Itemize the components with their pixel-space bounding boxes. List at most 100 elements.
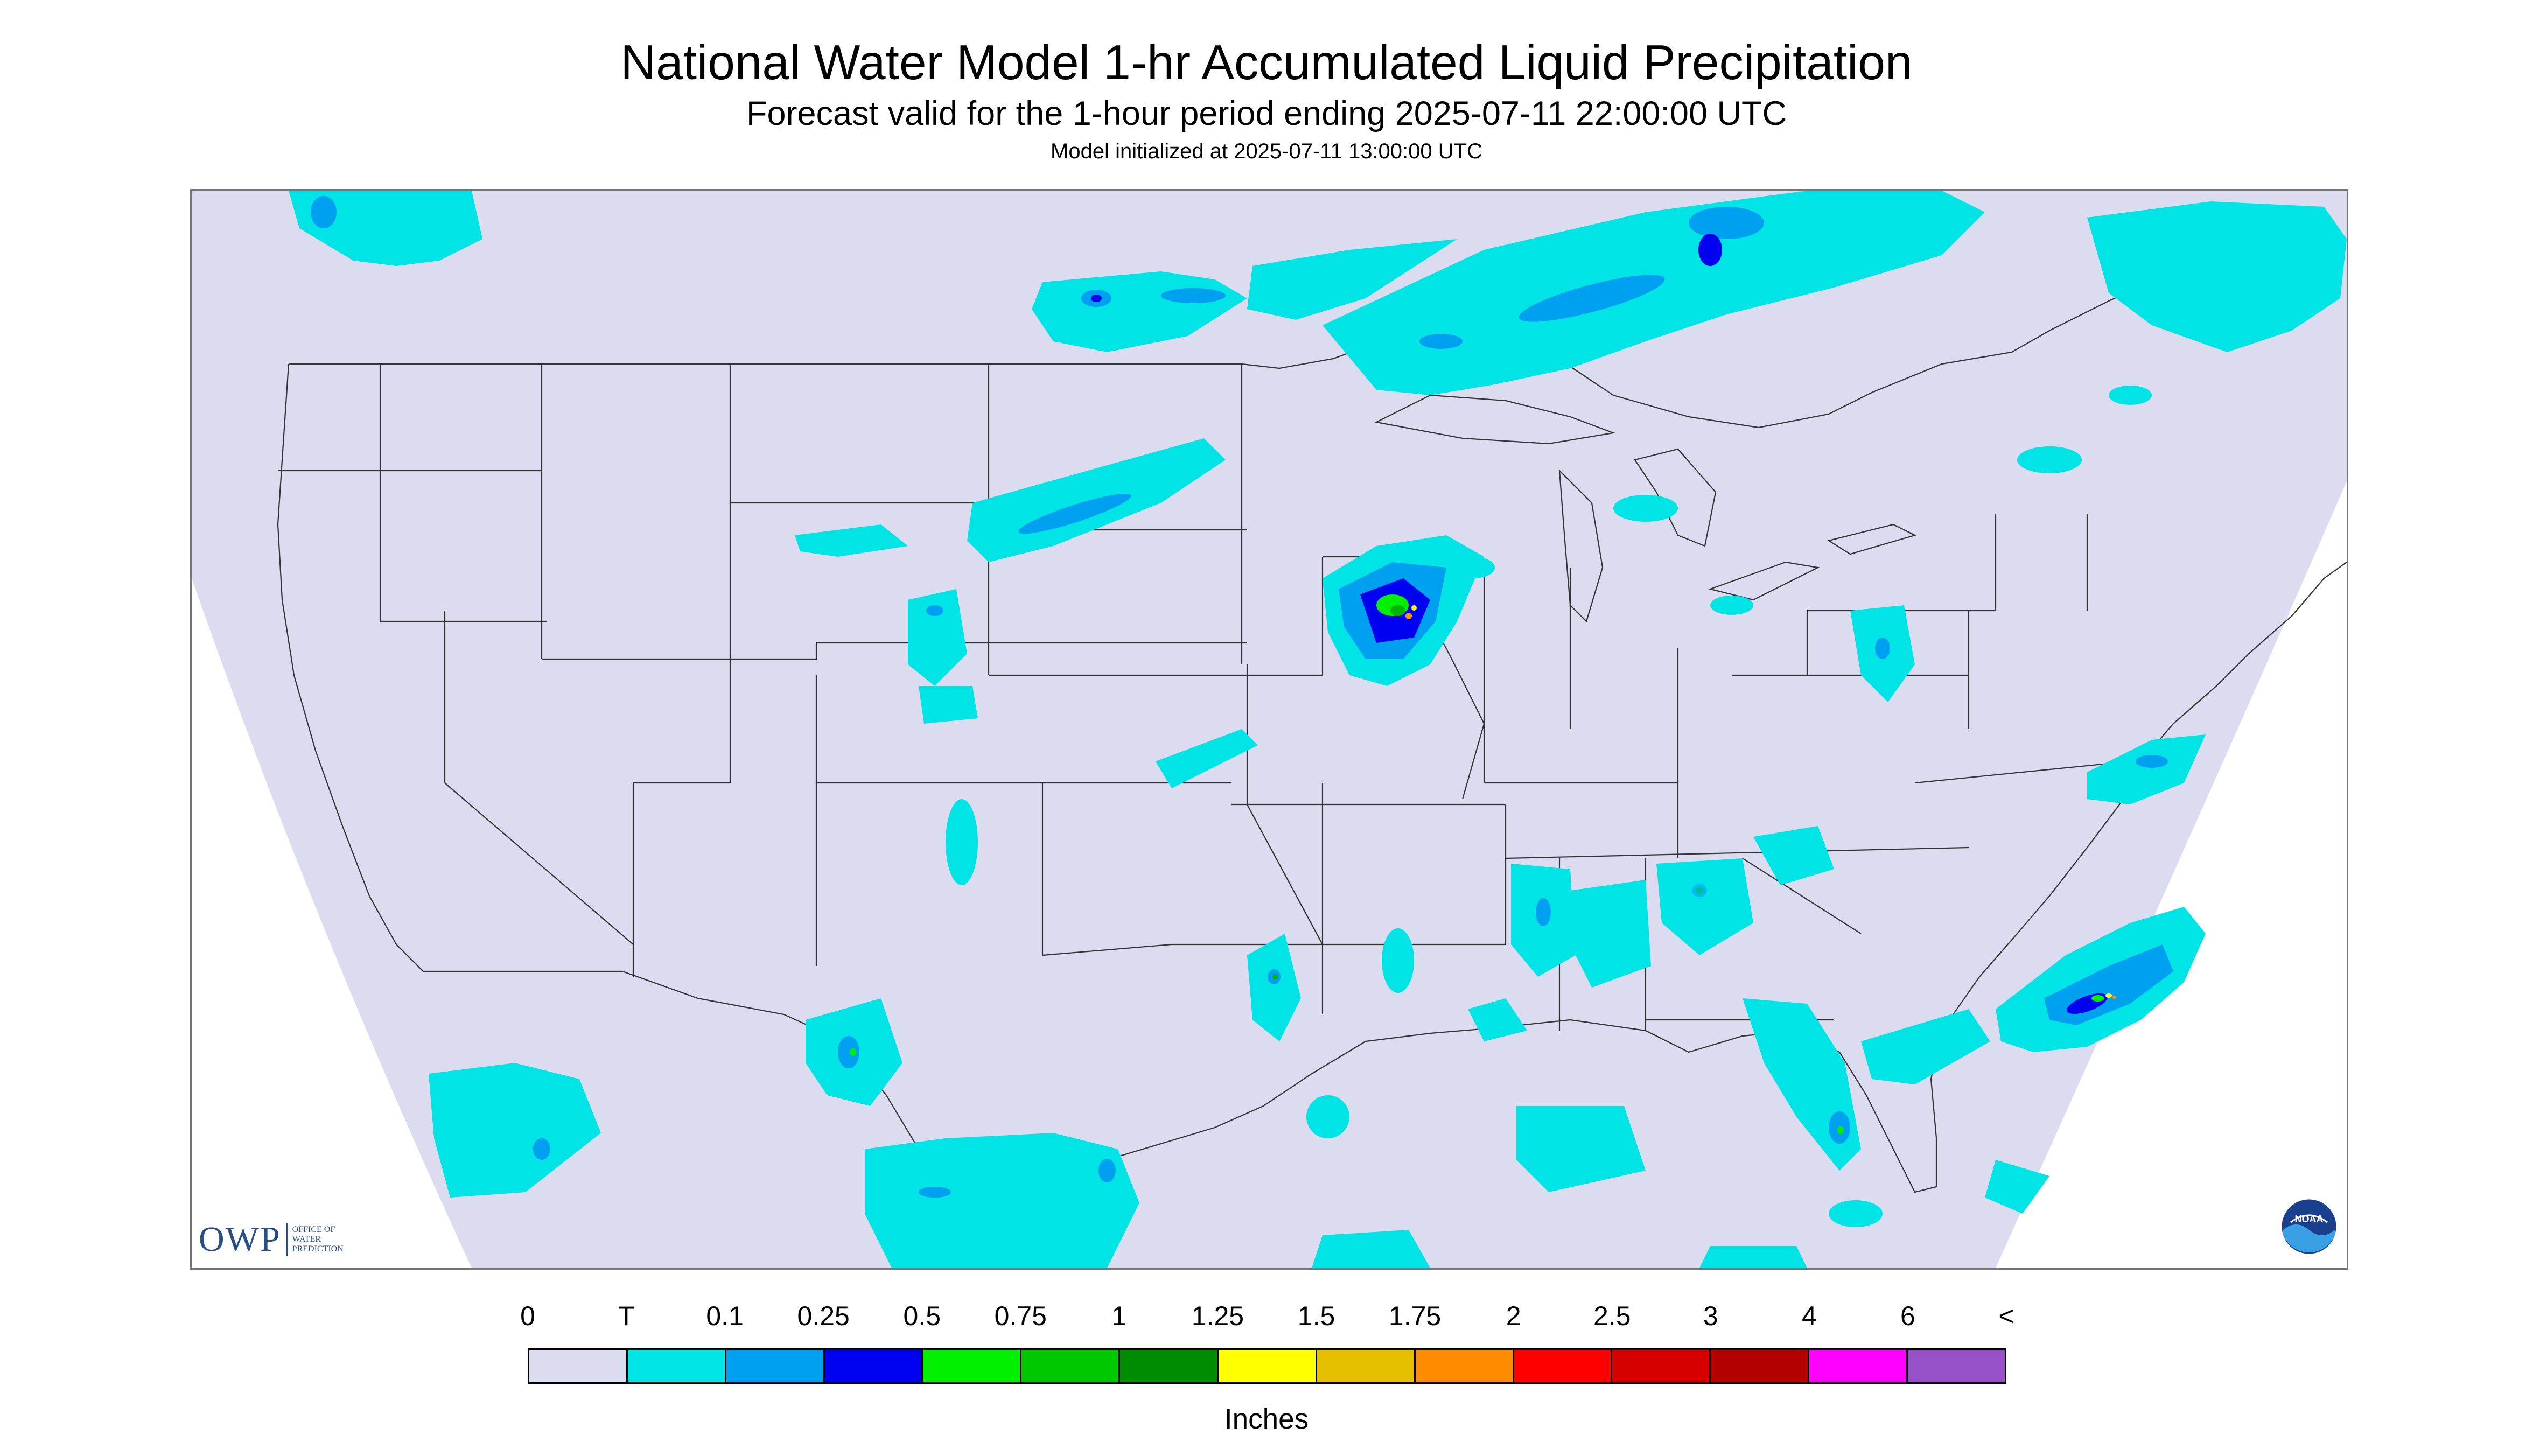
precip-area-yellow [2105, 993, 2112, 998]
precip-area-moderate [1091, 295, 1102, 302]
precip-area-trace [1985, 1160, 2049, 1214]
precip-area-light [1692, 884, 1707, 897]
noaa-logo: NOAA [2280, 1198, 2338, 1256]
precip-area-light [1689, 207, 1764, 239]
legend-label-0: 0 [520, 1301, 535, 1331]
precip-area-light [533, 1138, 550, 1160]
legend-label-1: T [618, 1301, 635, 1331]
precip-area-light [838, 1036, 859, 1068]
precip-area-green [1837, 1126, 1844, 1134]
precip-area-light [926, 605, 943, 616]
precip-area-light [1536, 898, 1551, 926]
legend-label-10: 2 [1506, 1301, 1521, 1331]
legend-label-7: 1.25 [1191, 1301, 1244, 1331]
legend-swatch-9 [1415, 1350, 1514, 1382]
legend-label-4: 0.5 [903, 1301, 941, 1331]
precipitation-map [190, 189, 2348, 1270]
owp-logo-text: OWP [199, 1220, 281, 1259]
precip-area-trace [1753, 826, 1834, 885]
precip-area-light [2136, 755, 2168, 768]
precip-area-trace [1656, 858, 1753, 955]
legend-label-6: 1 [1111, 1301, 1127, 1331]
precip-area-trace [2087, 201, 2347, 352]
precip-area-trace [1312, 1230, 1430, 1268]
precip-area-trace [1306, 1095, 1349, 1138]
precip-area-trace [1452, 557, 1495, 578]
precip-area-trace [1468, 998, 1527, 1041]
precip-area-trace [429, 1063, 601, 1198]
legend-swatch-0 [529, 1350, 628, 1382]
legend-swatch-10 [1514, 1350, 1613, 1382]
precip-area-green [850, 1048, 856, 1056]
precip-area-yellow [1411, 605, 1417, 611]
precip-area-light [1875, 638, 1890, 659]
atlantic-coastline [1930, 562, 2347, 1139]
precip-area-moderate [1698, 234, 1722, 266]
precip-area-trace [1323, 191, 1985, 395]
legend-swatch-8 [1317, 1350, 1416, 1382]
precip-area-trace [1613, 495, 1678, 522]
precip-area-trace [2109, 386, 2152, 405]
owp-logo: OWP OFFICE OF WATER PREDICTION [199, 1218, 346, 1261]
precip-area-orange [2112, 996, 2116, 999]
legend-label-2: 0.1 [706, 1301, 744, 1331]
legend-swatch-6 [1120, 1350, 1219, 1382]
precip-area-dkgreen [1390, 605, 1405, 616]
precip-area-trace [795, 524, 908, 557]
precip-area-light [1519, 275, 1665, 322]
legend-swatch-4 [923, 1350, 1022, 1382]
precip-area-light [1018, 493, 1131, 534]
precip-area-light [1098, 1159, 1116, 1182]
precip-area-trace [1382, 928, 1414, 993]
precip-area-trace [946, 799, 978, 885]
precip-area-trace [2087, 734, 2206, 804]
precip-area-trace [1861, 1009, 1990, 1084]
precip-area-light [311, 196, 337, 228]
precip-area-trace [1829, 1200, 1883, 1227]
precipitation-overlay [289, 191, 2347, 1268]
gulf-coastline [1214, 1019, 1937, 1193]
legend-label-8: 1.5 [1297, 1301, 1335, 1331]
precip-area-trace [1156, 729, 1258, 788]
owp-logo-subtext: OFFICE OF WATER PREDICTION [292, 1225, 344, 1254]
lake-ontario [1827, 523, 1917, 555]
legend-swatch-5 [1021, 1350, 1121, 1382]
lake-superior [1374, 394, 1616, 445]
legend-swatch-11 [1612, 1350, 1711, 1382]
precip-area-trace [289, 191, 482, 266]
precip-area-light [919, 1187, 951, 1198]
precip-area-trace [908, 589, 967, 686]
legend-swatch-1 [627, 1350, 726, 1382]
legend-swatch-14 [1908, 1350, 2005, 1382]
precip-area-trace [1247, 239, 1457, 320]
precip-area-light [1419, 334, 1463, 349]
political-boundaries [277, 239, 2347, 1226]
map-title: National Water Model 1-hr Accumulated Li… [620, 36, 1913, 90]
precip-area-dkgreen [1272, 974, 1278, 979]
legend-swatch-2 [726, 1350, 825, 1382]
legend-color-bar [528, 1348, 2006, 1384]
lake-huron [1634, 448, 1717, 547]
legend-label-14: 6 [1900, 1301, 1915, 1331]
legend-swatch-3 [824, 1350, 923, 1382]
legend-swatch-12 [1711, 1350, 1810, 1382]
precip-area-trace [1570, 880, 1651, 988]
legend-swatch-7 [1219, 1350, 1317, 1382]
precip-area-trace [1247, 934, 1301, 1041]
forecast-valid-subtitle: Forecast valid for the 1-hour period end… [746, 95, 1787, 132]
legend-labels: 0 T 0.1 0.25 0.5 0.75 1 1.25 1.5 1.75 2 2.5 3 4 6 < [520, 1292, 2014, 1331]
model-init-line: Model initialized at 2025-07-11 13:00:00… [1051, 139, 1482, 163]
legend-label-13: 4 [1801, 1301, 1817, 1331]
us-canada-border [289, 239, 2209, 429]
lake-michigan [1558, 469, 1604, 623]
noaa-logo-text: NOAA [2295, 1214, 2324, 1224]
legend-units: Inches [1224, 1403, 1309, 1435]
legend-label-11: 2.5 [1593, 1301, 1631, 1331]
legend-swatch-13 [1809, 1350, 1908, 1382]
legend-label-12: 3 [1703, 1301, 1718, 1331]
precip-area-trace [1710, 596, 1753, 615]
pacific-coastline [277, 363, 424, 972]
precip-area-trace [1699, 1246, 1807, 1268]
precip-area-green [2091, 995, 2104, 1002]
precip-area-trace [2017, 446, 2082, 473]
